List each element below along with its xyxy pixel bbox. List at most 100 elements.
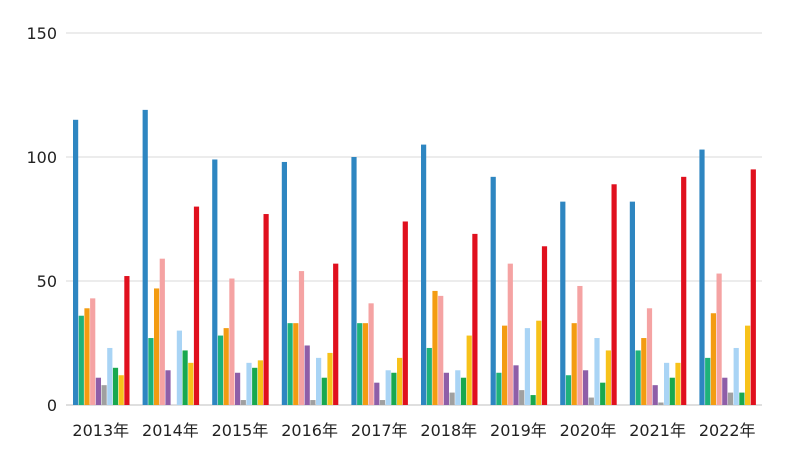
y-axis-ticks: 0 50 100 150	[26, 24, 57, 415]
bar	[664, 362, 670, 405]
bar	[333, 263, 339, 405]
x-tick-label: 2016年	[281, 421, 338, 440]
bar	[101, 385, 107, 405]
bar	[391, 372, 397, 405]
bar	[421, 144, 427, 405]
bar	[519, 390, 525, 405]
bar	[502, 325, 508, 405]
bar	[246, 362, 252, 405]
x-tick-label: 2022年	[699, 421, 756, 440]
bar	[212, 159, 218, 405]
y-tick-label: 100	[26, 148, 57, 167]
bar	[257, 360, 263, 405]
bar	[710, 313, 716, 405]
bar-layer	[73, 109, 756, 406]
bar	[699, 149, 705, 405]
x-tick-label: 2019年	[490, 421, 547, 440]
bar	[560, 201, 566, 405]
bar	[716, 273, 722, 405]
bar	[142, 109, 148, 405]
bar	[577, 285, 583, 405]
bar	[524, 328, 530, 405]
bar	[374, 382, 380, 405]
bar	[460, 377, 467, 405]
bar	[652, 385, 658, 405]
bar	[188, 362, 194, 405]
bar	[669, 377, 675, 405]
bar	[658, 402, 664, 405]
bar	[635, 350, 641, 405]
bar	[281, 161, 287, 405]
grid-layer	[66, 32, 762, 406]
bar	[594, 338, 600, 405]
bar	[426, 347, 432, 405]
bar	[583, 370, 589, 405]
bar	[112, 367, 119, 405]
bar	[90, 298, 96, 405]
bar	[357, 323, 363, 405]
bar	[263, 214, 269, 405]
x-tick-label: 2013年	[72, 421, 129, 440]
bar	[217, 335, 224, 405]
bar	[193, 206, 200, 405]
bar	[321, 377, 327, 405]
bar	[148, 338, 154, 405]
bar	[541, 246, 548, 405]
bar	[182, 350, 188, 405]
bar	[530, 395, 536, 405]
bar	[705, 357, 711, 405]
x-tick-label: 2017年	[351, 421, 408, 440]
bar	[611, 184, 617, 405]
bar	[733, 347, 739, 405]
bar	[304, 345, 310, 405]
bar	[438, 295, 444, 405]
bar	[397, 357, 403, 405]
y-tick-label: 0	[47, 396, 57, 415]
bar	[223, 328, 229, 405]
bar	[455, 370, 461, 405]
bar	[327, 352, 333, 405]
bar	[472, 233, 478, 405]
bar	[443, 372, 449, 405]
x-tick-label: 2014年	[142, 421, 199, 440]
bar	[402, 221, 408, 405]
bar	[600, 382, 606, 405]
bar	[675, 362, 681, 405]
bar	[379, 400, 386, 405]
bar	[118, 375, 124, 405]
bar	[681, 176, 687, 405]
x-axis-ticks: 2013年 2014年 2015年 2016年 2017年 2018年 2019年 2020年…	[72, 421, 755, 440]
bar	[571, 323, 577, 405]
bar	[490, 176, 496, 405]
bar	[507, 263, 513, 405]
bar	[293, 323, 299, 405]
bar	[176, 330, 182, 405]
bar	[316, 357, 322, 405]
bar	[229, 278, 235, 405]
bar	[159, 258, 165, 405]
bar	[536, 320, 542, 405]
bar	[235, 372, 241, 405]
bar	[722, 377, 728, 405]
bar	[449, 392, 455, 405]
bar	[750, 169, 756, 405]
bar	[727, 392, 734, 405]
y-tick-label: 50	[37, 272, 57, 291]
bar	[362, 323, 368, 405]
bar	[73, 119, 79, 406]
x-tick-label: 2018年	[420, 421, 477, 440]
x-tick-label: 2015年	[212, 421, 269, 440]
bar	[432, 290, 438, 405]
bar	[745, 325, 751, 405]
bar	[84, 308, 90, 405]
bar	[368, 303, 374, 405]
bar	[287, 323, 293, 405]
bar	[496, 372, 502, 405]
bar	[385, 370, 391, 405]
bar	[298, 271, 305, 405]
bar	[310, 400, 316, 405]
bar	[124, 276, 130, 405]
bar	[588, 397, 594, 405]
